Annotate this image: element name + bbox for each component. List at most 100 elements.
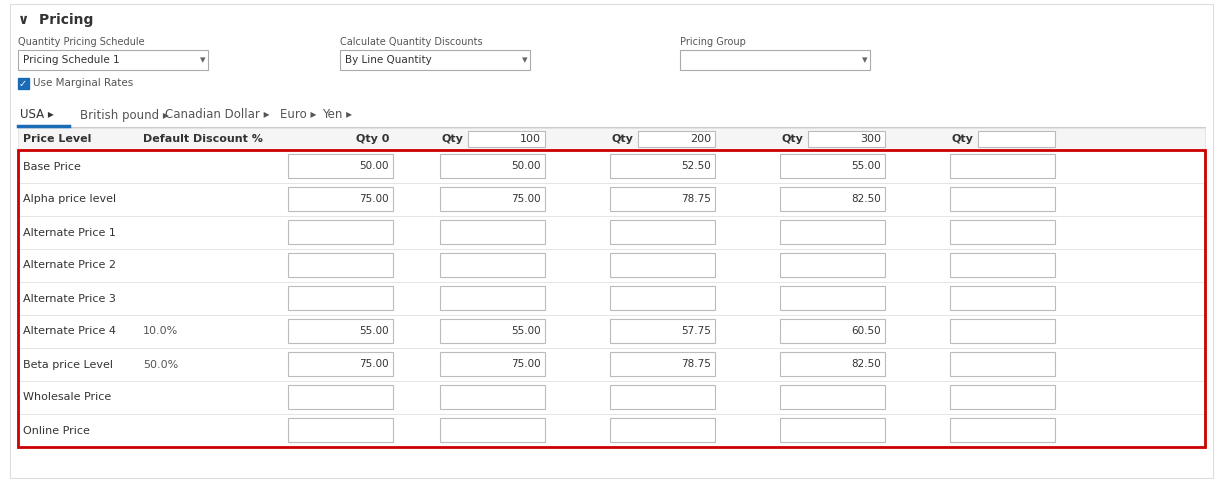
Bar xyxy=(340,50,530,70)
Bar xyxy=(950,286,1055,310)
Bar xyxy=(287,385,393,409)
Text: Wholesale Price: Wholesale Price xyxy=(23,392,111,402)
Bar xyxy=(287,220,393,244)
Bar xyxy=(440,220,545,244)
Bar xyxy=(808,131,885,147)
Bar xyxy=(18,128,1205,150)
Bar xyxy=(440,385,545,409)
Bar xyxy=(780,220,885,244)
Bar xyxy=(287,253,393,277)
Text: Qty: Qty xyxy=(951,134,974,144)
Text: Canadian Dollar ▸: Canadian Dollar ▸ xyxy=(165,108,269,121)
Text: Alpha price level: Alpha price level xyxy=(23,195,116,204)
Text: 55.00: 55.00 xyxy=(511,326,541,336)
Bar xyxy=(610,319,715,343)
Bar xyxy=(18,104,1205,128)
Text: ▾: ▾ xyxy=(862,55,867,65)
Text: Alternate Price 2: Alternate Price 2 xyxy=(23,260,116,270)
Text: 55.00: 55.00 xyxy=(851,161,881,171)
Text: Euro ▸: Euro ▸ xyxy=(280,108,317,121)
Bar xyxy=(440,418,545,442)
Bar xyxy=(468,131,545,147)
Bar xyxy=(440,253,545,277)
Bar xyxy=(780,418,885,442)
Text: By Line Quantity: By Line Quantity xyxy=(345,55,432,65)
Text: 300: 300 xyxy=(860,134,881,144)
Bar xyxy=(610,253,715,277)
Text: 78.75: 78.75 xyxy=(681,359,711,369)
Text: 82.50: 82.50 xyxy=(851,359,881,369)
Text: 82.50: 82.50 xyxy=(851,194,881,204)
Bar xyxy=(440,154,545,178)
Text: 50.00: 50.00 xyxy=(360,161,389,171)
Bar xyxy=(950,352,1055,376)
Bar xyxy=(680,50,870,70)
Text: 52.50: 52.50 xyxy=(681,161,711,171)
Text: Price Level: Price Level xyxy=(23,134,92,144)
Text: Alternate Price 1: Alternate Price 1 xyxy=(23,228,116,238)
Bar xyxy=(287,319,393,343)
Bar xyxy=(18,183,1205,216)
Text: Pricing Schedule 1: Pricing Schedule 1 xyxy=(23,55,120,65)
Text: 75.00: 75.00 xyxy=(511,359,541,369)
Bar xyxy=(18,78,29,89)
Bar xyxy=(638,131,715,147)
Bar xyxy=(610,220,715,244)
Bar xyxy=(950,220,1055,244)
Bar xyxy=(18,216,1205,249)
Bar xyxy=(18,348,1205,381)
Text: USA ▸: USA ▸ xyxy=(20,108,54,121)
Bar xyxy=(780,253,885,277)
Bar xyxy=(440,286,545,310)
Bar xyxy=(440,352,545,376)
Bar xyxy=(287,187,393,211)
Bar xyxy=(610,385,715,409)
Text: Base Price: Base Price xyxy=(23,161,81,172)
Text: 75.00: 75.00 xyxy=(360,194,389,204)
Bar xyxy=(287,352,393,376)
Text: 200: 200 xyxy=(690,134,711,144)
Text: 60.50: 60.50 xyxy=(851,326,881,336)
Text: 10.0%: 10.0% xyxy=(143,326,179,336)
Bar xyxy=(780,352,885,376)
Text: Qty: Qty xyxy=(612,134,634,144)
Bar xyxy=(950,385,1055,409)
Text: Calculate Quantity Discounts: Calculate Quantity Discounts xyxy=(340,37,483,47)
Bar xyxy=(610,418,715,442)
Bar xyxy=(610,154,715,178)
Text: Use Marginal Rates: Use Marginal Rates xyxy=(33,78,133,88)
Text: Online Price: Online Price xyxy=(23,426,89,436)
Bar xyxy=(287,286,393,310)
Text: 50.0%: 50.0% xyxy=(143,360,179,370)
Text: Quantity Pricing Schedule: Quantity Pricing Schedule xyxy=(18,37,144,47)
Text: Yen ▸: Yen ▸ xyxy=(322,108,352,121)
Text: ∨  Pricing: ∨ Pricing xyxy=(18,13,93,27)
Bar xyxy=(950,154,1055,178)
Text: Alternate Price 3: Alternate Price 3 xyxy=(23,294,116,304)
Bar xyxy=(780,187,885,211)
Text: ▾: ▾ xyxy=(201,55,205,65)
Bar xyxy=(978,131,1055,147)
Bar xyxy=(950,418,1055,442)
Bar xyxy=(18,50,208,70)
Text: ▾: ▾ xyxy=(522,55,527,65)
Bar xyxy=(287,418,393,442)
Bar xyxy=(950,253,1055,277)
Text: 75.00: 75.00 xyxy=(360,359,389,369)
Bar xyxy=(18,249,1205,282)
Text: Qty: Qty xyxy=(781,134,804,144)
Bar xyxy=(18,150,1205,183)
Bar xyxy=(18,381,1205,414)
Bar xyxy=(610,352,715,376)
Text: 57.75: 57.75 xyxy=(681,326,711,336)
Bar xyxy=(18,282,1205,315)
Bar xyxy=(950,319,1055,343)
Text: Qty 0: Qty 0 xyxy=(356,134,389,144)
Bar xyxy=(780,154,885,178)
Bar xyxy=(610,286,715,310)
Text: Alternate Price 4: Alternate Price 4 xyxy=(23,326,116,336)
Text: 50.00: 50.00 xyxy=(511,161,541,171)
Bar xyxy=(440,319,545,343)
Bar xyxy=(18,414,1205,447)
Bar xyxy=(780,385,885,409)
